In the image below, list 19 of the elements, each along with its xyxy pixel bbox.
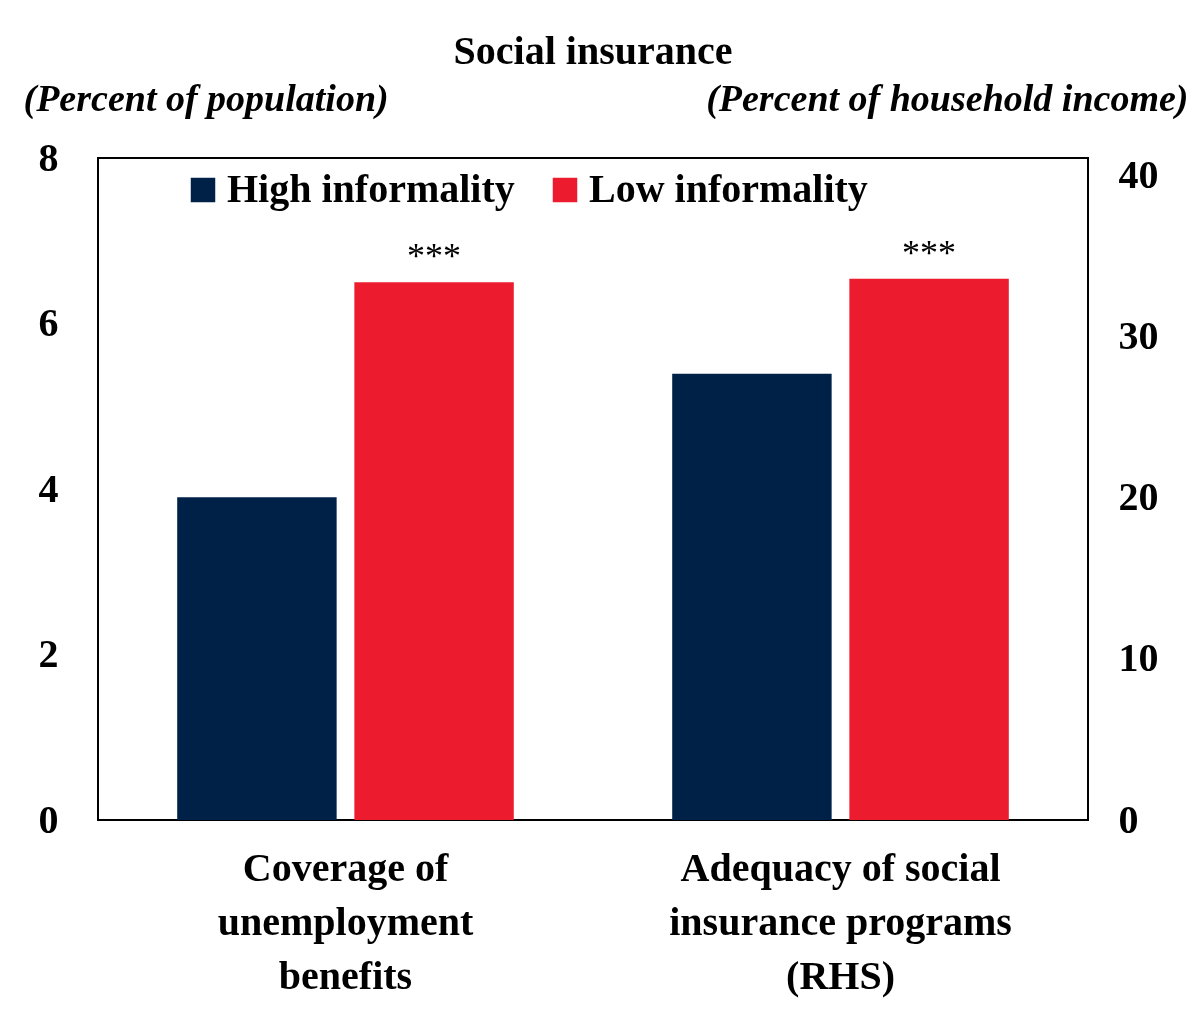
legend-label: Low informality: [589, 166, 868, 211]
y2-tick-label: 30: [1118, 313, 1159, 359]
y2-tick-label: 0: [1118, 796, 1139, 842]
y2-tick-label: 20: [1118, 474, 1159, 520]
y-tick-label: 2: [38, 631, 59, 676]
legend-label: High informality: [227, 166, 515, 211]
y2-tick-label: 10: [1118, 635, 1159, 681]
chart-title: Social insurance: [453, 28, 733, 73]
y2-axis-title: (Percent of household income): [706, 76, 1189, 120]
annotation: ***: [407, 236, 462, 277]
x-tick-label: Coverage of unemployment benefits: [217, 844, 474, 998]
x-tick-label: Adequacy of social insurance programs (RHS): [669, 844, 1012, 998]
y-tick-label: 8: [38, 134, 59, 180]
y-tick-label: 4: [38, 465, 59, 511]
y-axis-title: (Percent of population): [23, 76, 389, 120]
y2-tick-label: 40: [1118, 152, 1159, 198]
annotation: ***: [902, 232, 957, 273]
y-tick-label: 0: [38, 796, 59, 842]
y-tick-label: 6: [38, 300, 59, 345]
